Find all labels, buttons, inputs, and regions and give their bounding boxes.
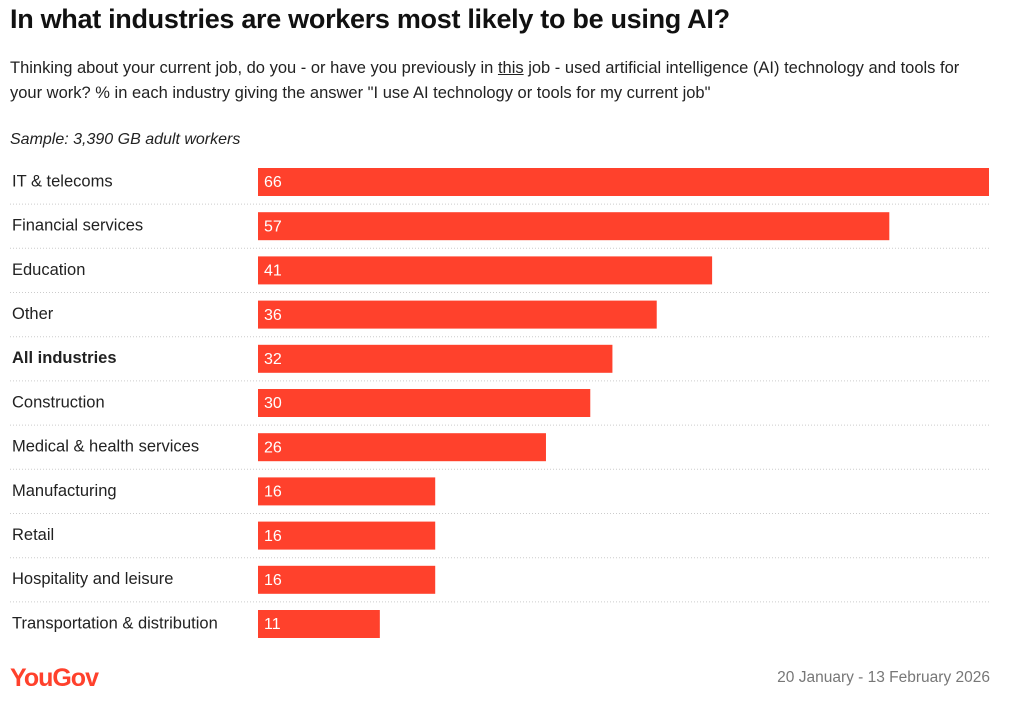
date: 20 January - 13 February 2026 (777, 669, 990, 686)
category-label: Other (12, 305, 54, 323)
category-label: Retail (12, 526, 54, 544)
value-label: 16 (264, 484, 282, 501)
category-label: Financial services (12, 217, 143, 235)
value-label: 32 (264, 351, 282, 368)
category-label: Education (12, 261, 85, 279)
chart-subtitle: Thinking about your current job, do you … (10, 56, 980, 106)
bar (258, 256, 713, 285)
category-label: Medical & health services (12, 438, 199, 456)
logo: YouGov (10, 664, 99, 692)
category-label: Transportation & distribution (12, 614, 218, 632)
value-label: 16 (264, 528, 282, 545)
sample-note: Sample: 3,390 GB adult workers (10, 131, 241, 148)
chart-title: In what industries are workers most like… (10, 4, 730, 34)
category-label: Hospitality and leisure (12, 570, 173, 588)
bar (258, 433, 546, 462)
bar (258, 389, 591, 417)
bar (258, 565, 436, 594)
bar (258, 521, 436, 550)
subtitle-text: job - used artificial intelligence (AI) … (10, 59, 960, 102)
bar (258, 300, 657, 329)
value-label: 26 (264, 439, 282, 456)
value-label: 11 (264, 616, 281, 633)
subtitle-underlined: this (497, 59, 524, 77)
value-label: 36 (264, 307, 282, 324)
value-label: 66 (264, 174, 282, 191)
category-label: All industries (12, 349, 117, 367)
category-label: Construction (12, 393, 105, 411)
value-label: 30 (264, 395, 282, 412)
bar (258, 212, 890, 241)
subtitle-text: Thinking about your current job, do you … (10, 59, 498, 77)
bar (258, 477, 436, 506)
category-label: IT & telecoms (12, 172, 113, 190)
value-label: 16 (264, 572, 282, 589)
bar (258, 610, 380, 638)
bar (258, 168, 989, 196)
value-label: 41 (264, 263, 282, 280)
value-label: 57 (264, 218, 282, 235)
category-label: Manufacturing (12, 482, 117, 500)
chart: IT & telecoms 66 Financial services 57 Educa… (10, 168, 990, 638)
bar (258, 344, 613, 373)
